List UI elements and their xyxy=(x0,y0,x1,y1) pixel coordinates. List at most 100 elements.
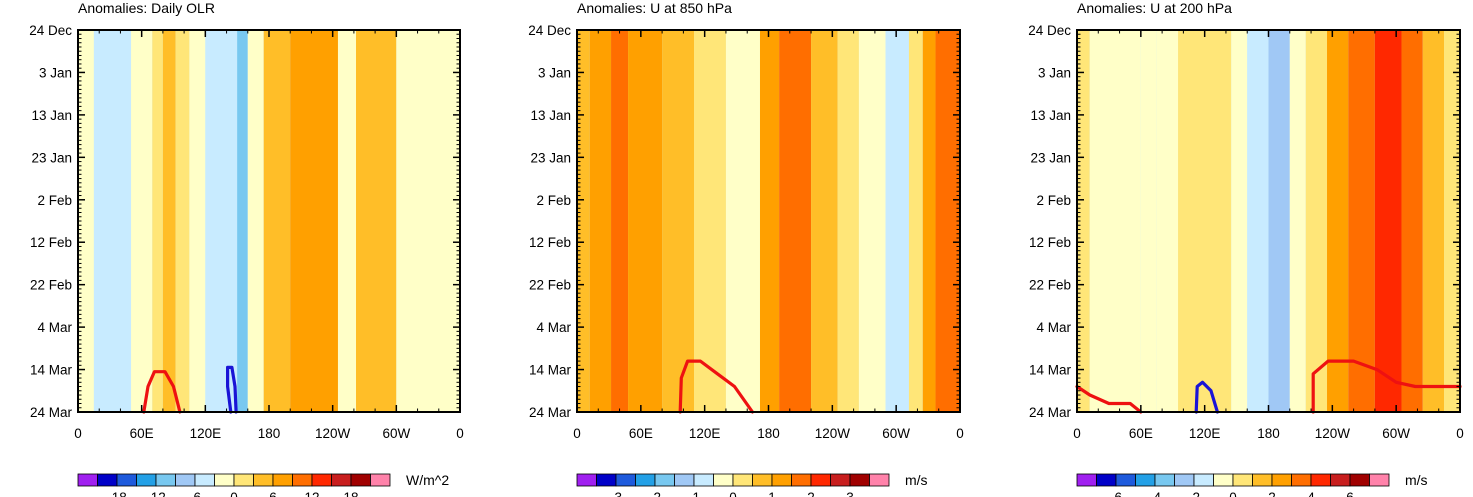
band-14 xyxy=(396,30,460,412)
y-tick-label: 12 Feb xyxy=(30,235,72,250)
x-tick-label: 60E xyxy=(130,426,154,441)
red-contour-0 xyxy=(1075,384,1143,414)
band-2 xyxy=(611,30,629,412)
band-13 xyxy=(1401,30,1423,412)
band-12 xyxy=(1374,30,1402,412)
colorbar-swatch xyxy=(311,473,332,487)
band-11 xyxy=(858,30,886,412)
colorbar-swatch xyxy=(253,473,274,487)
band-3 xyxy=(1156,30,1179,412)
colorbar-label: 18 xyxy=(343,490,358,497)
band-13 xyxy=(356,30,397,412)
colorbar-swatch xyxy=(1291,473,1312,487)
colorbar: -18 -12 -6 0 6 12 18 W/m^2 xyxy=(77,472,449,497)
colorbar-label: 3 xyxy=(846,490,854,497)
x-tick-label: 0 xyxy=(74,426,82,441)
band-8 xyxy=(779,30,812,412)
colorbar-label: 6 xyxy=(1346,490,1354,497)
y-tick-label: 2 Feb xyxy=(536,193,571,208)
colorbar-label: 1 xyxy=(768,490,776,497)
colorbar-swatch xyxy=(1330,473,1351,487)
band-0 xyxy=(78,30,94,412)
colorbar-swatch xyxy=(635,473,656,487)
colorbar-swatch xyxy=(77,473,98,487)
band-3 xyxy=(152,30,163,412)
colorbar-swatch xyxy=(214,473,235,487)
colorbar-label: 2 xyxy=(807,490,815,497)
y-tick-label: 24 Mar xyxy=(30,405,73,420)
band-10 xyxy=(1327,30,1349,412)
x-tick-label: 60W xyxy=(1382,426,1410,441)
panel-title: Anomalies: U at 200 hPa xyxy=(1077,0,1232,16)
colorbar-swatch xyxy=(615,473,636,487)
y-tick-label: 12 Feb xyxy=(1029,235,1071,250)
panel-2: Anomalies: U at 850 hPa 24 Dec 3 Jan 13 Jan… xyxy=(528,0,964,497)
colorbar-swatch xyxy=(810,473,831,487)
y-tick-label: 23 Jan xyxy=(31,150,72,165)
colorbar-swatch xyxy=(1213,473,1234,487)
colorbar-swatch xyxy=(1369,473,1390,487)
colorbar-label: -1 xyxy=(688,490,700,497)
x-tick-label: 0 xyxy=(1456,426,1464,441)
colorbar-swatch xyxy=(791,473,812,487)
y-tick-label: 24 Mar xyxy=(529,405,572,420)
y-tick-label: 22 Feb xyxy=(30,278,72,293)
band-0 xyxy=(577,30,590,412)
band-0 xyxy=(1077,30,1090,412)
colorbar-label: -3 xyxy=(610,490,622,497)
colorbar-swatch xyxy=(155,473,176,487)
colorbar-swatch xyxy=(370,473,391,487)
band-9 xyxy=(247,30,264,412)
y-tick-label: 23 Jan xyxy=(1030,150,1071,165)
y-tick-label: 23 Jan xyxy=(530,150,571,165)
band-7 xyxy=(759,30,780,412)
band-7 xyxy=(205,30,238,412)
colorbar-label: 6 xyxy=(269,490,277,497)
red-contour-0 xyxy=(678,359,755,414)
colorbar-swatch xyxy=(869,473,890,487)
colorbar-swatch xyxy=(576,473,597,487)
colorbar-swatch xyxy=(116,473,137,487)
x-tick-label: 0 xyxy=(573,426,581,441)
band-5 xyxy=(1231,30,1248,412)
y-tick-label: 13 Jan xyxy=(31,108,72,123)
colorbar-swatch xyxy=(1154,473,1175,487)
colorbar-swatch xyxy=(194,473,215,487)
band-11 xyxy=(290,30,338,412)
band-3 xyxy=(628,30,663,412)
colorbar-units: m/s xyxy=(905,472,928,488)
x-tick-label: 120E xyxy=(1189,426,1221,441)
colorbar-label: -18 xyxy=(107,490,127,497)
red-contour-0 xyxy=(142,370,182,414)
colorbar-label: 4 xyxy=(1307,490,1315,497)
band-9 xyxy=(811,30,838,412)
y-tick-label: 24 Dec xyxy=(1028,23,1071,38)
x-tick-label: 0 xyxy=(456,426,464,441)
colorbar-label: -2 xyxy=(649,490,661,497)
colorbar-swatch xyxy=(752,473,773,487)
band-15 xyxy=(1444,30,1460,412)
panel-3: Anomalies: U at 200 hPa 24 Dec 3 Jan 13 Jan… xyxy=(1028,0,1464,497)
y-tick-label: 24 Dec xyxy=(528,23,571,38)
band-2 xyxy=(131,30,153,412)
x-tick-label: 180 xyxy=(1257,426,1280,441)
band-1 xyxy=(589,30,612,412)
colorbar-label: -12 xyxy=(146,490,166,497)
y-tick-label: 22 Feb xyxy=(1029,278,1071,293)
colorbar-swatch xyxy=(1271,473,1292,487)
y-tick-label: 14 Mar xyxy=(529,363,572,378)
x-tick-label: 120W xyxy=(1315,426,1351,441)
colorbar-swatch xyxy=(1096,473,1117,487)
band-4 xyxy=(162,30,176,412)
colorbar-swatch xyxy=(830,473,851,487)
colorbar-swatch xyxy=(233,473,254,487)
x-tick-label: 120E xyxy=(190,426,222,441)
band-13 xyxy=(908,30,923,412)
y-tick-label: 14 Mar xyxy=(1029,363,1072,378)
colorbar-swatch xyxy=(350,473,371,487)
band-1 xyxy=(93,30,132,412)
x-tick-label: 0 xyxy=(1073,426,1081,441)
blue-contour-0 xyxy=(226,365,238,414)
x-tick-label: 60E xyxy=(629,426,653,441)
